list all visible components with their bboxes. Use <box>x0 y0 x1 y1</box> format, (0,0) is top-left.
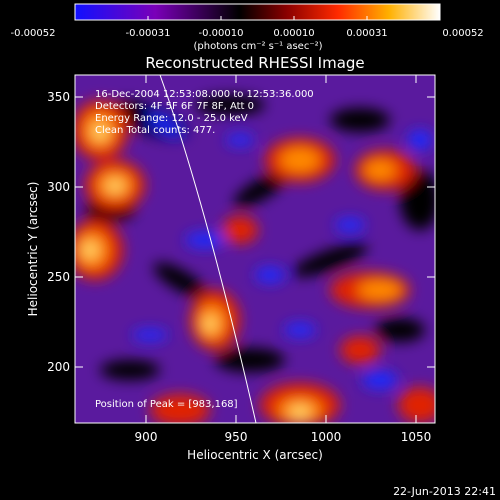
colorbar-tickmarks <box>74 16 441 20</box>
image-area <box>75 75 435 423</box>
plot-title: Reconstructed RHESSI Image <box>145 54 364 72</box>
annotation-detectors: Detectors: 4F 5F 6F 7F 8F, Att 0 <box>95 101 254 112</box>
annotation-time-range: 16-Dec-2004 12:53:08.000 to 12:53:36.000 <box>95 89 314 100</box>
y-tick-label: 300 <box>47 180 70 194</box>
y-tick-label: 200 <box>47 360 70 374</box>
x-tick-label: 900 <box>135 430 158 444</box>
colorbar-tick-label: -0.00052 <box>11 28 56 39</box>
colorbar-tick-label: 0.00010 <box>273 28 314 39</box>
plot-frame <box>74 74 436 424</box>
x-axis-ticks <box>145 75 417 423</box>
colorbar: -0.00052 -0.00031 -0.00010 0.00010 0.000… <box>11 3 484 52</box>
x-tick-label: 950 <box>225 430 248 444</box>
y-tick-label: 250 <box>47 270 70 284</box>
x-tick-label: 1000 <box>311 430 342 444</box>
y-axis-label: Heliocentric Y (arcsec) <box>26 182 40 317</box>
solar-limb-curve <box>159 75 257 423</box>
colorbar-tick-label: -0.00010 <box>199 28 244 39</box>
annotation-peak: Position of Peak = [983,168] <box>95 399 238 410</box>
annotation-clean: Clean Total counts: 477. <box>95 125 215 136</box>
footer-timestamp: 22-Jun-2013 22:41 <box>393 485 496 498</box>
colorbar-tick-label: -0.00031 <box>126 28 171 39</box>
colorbar-tick-label: 0.00031 <box>346 28 387 39</box>
annotation-energy: Energy Range: 12.0 - 25.0 keV <box>95 113 248 124</box>
y-axis-ticks <box>75 96 435 368</box>
colorbar-gradient <box>74 3 441 21</box>
y-tick-label: 350 <box>47 90 70 104</box>
colorbar-tick-label: 0.00052 <box>442 28 483 39</box>
x-tick-label: 1050 <box>401 430 432 444</box>
colorbar-unit-label: (photons cm⁻² s⁻¹ asec⁻²) <box>193 41 322 52</box>
x-axis-label: Heliocentric X (arcsec) <box>187 448 323 462</box>
